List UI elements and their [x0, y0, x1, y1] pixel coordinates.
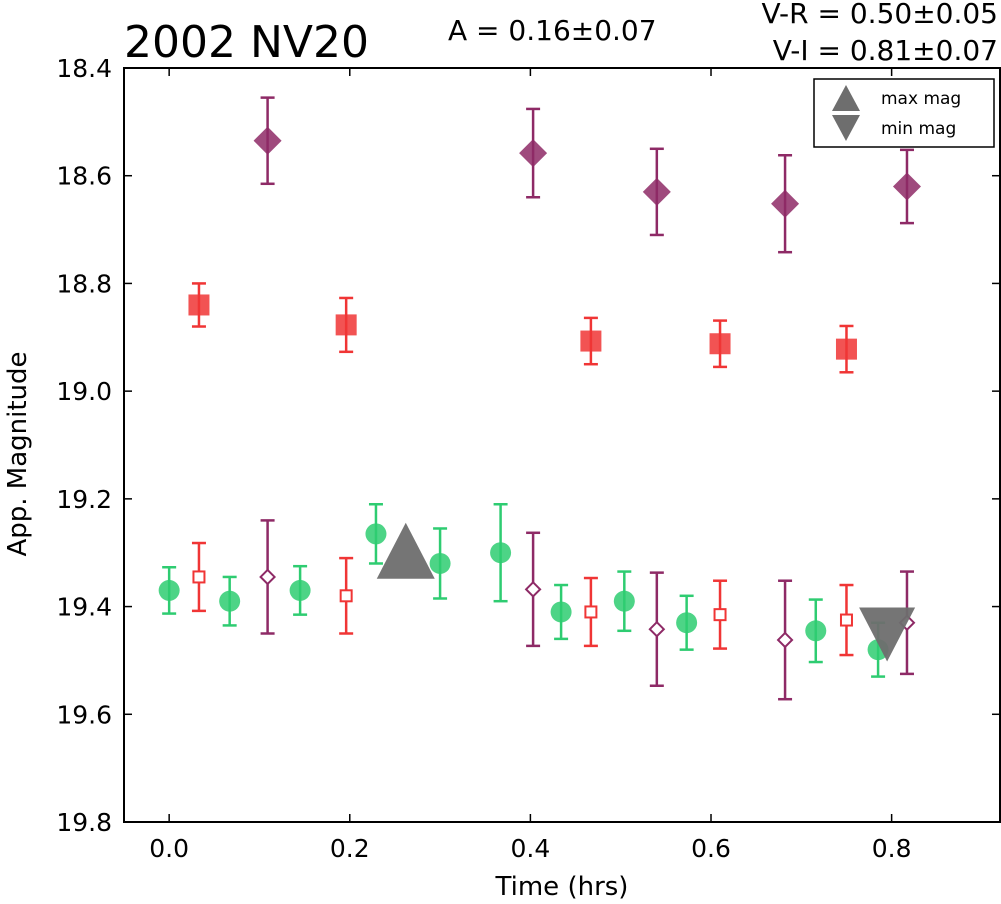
data-point-diamond	[642, 177, 671, 206]
max-mag-triangle-up-icon	[832, 85, 860, 111]
data-point-diamond	[771, 189, 800, 218]
data-point-circle	[676, 612, 698, 634]
y-tick-label: 19.8	[56, 808, 112, 837]
x-tick-label: 0.4	[511, 834, 551, 863]
data-point-square	[709, 333, 731, 355]
data-point-circle	[158, 579, 180, 601]
y-tick-label: 19.4	[56, 593, 112, 622]
legend-label-min-mag: min mag	[881, 119, 956, 139]
data-point-square	[835, 338, 857, 360]
data-point-square	[192, 570, 206, 584]
chart-title: 2002 NV20	[124, 17, 369, 68]
x-tick-label: 0.8	[872, 834, 912, 863]
data-marks	[158, 96, 921, 701]
data-point-circle	[805, 620, 827, 642]
data-point-square	[188, 294, 210, 316]
x-axis-label: Time (hrs)	[495, 872, 629, 902]
y-tick-label: 18.4	[56, 54, 112, 83]
data-point-circle	[429, 552, 451, 574]
y-axis-label: App. Magnitude	[3, 351, 33, 556]
max-mag-marker	[376, 522, 435, 579]
data-point-circle	[613, 590, 635, 612]
data-point-square	[580, 330, 602, 352]
data-point-diamond	[519, 139, 548, 168]
min-mag-triangle-down-icon	[832, 115, 860, 141]
y-tick-label: 18.6	[56, 162, 112, 191]
data-point-square	[584, 605, 598, 619]
plot-frame	[123, 67, 1001, 823]
axis-ticks: 0.0 0.2 0.4 0.6 0.8 18.4 18.6 18.8 19.0 19.2 19.4 1…	[56, 54, 1000, 863]
min-mag-marker	[859, 607, 916, 662]
v-i-annotation: V-I = 0.81±0.07	[773, 34, 998, 67]
data-point-circle	[490, 542, 512, 564]
legend-label-max-mag: max mag	[881, 89, 961, 109]
data-point-diamond	[524, 580, 542, 598]
x-tick-label: 0.0	[149, 834, 189, 863]
data-point-circle	[365, 523, 387, 545]
v-r-annotation: V-R = 0.50±0.05	[762, 0, 998, 30]
amplitude-annotation: A = 0.16±0.07	[448, 14, 657, 47]
y-tick-label: 19.6	[56, 700, 112, 729]
data-point-circle	[550, 601, 572, 623]
data-point-square	[335, 314, 357, 336]
y-tick-label: 19.0	[56, 377, 112, 406]
data-point-diamond	[259, 568, 277, 586]
x-tick-label: 0.6	[691, 834, 731, 863]
data-point-circle	[289, 579, 311, 601]
data-point-diamond	[776, 631, 794, 649]
y-tick-label: 19.2	[56, 485, 112, 514]
y-tick-label: 18.8	[56, 269, 112, 298]
data-point-square	[839, 613, 853, 627]
legend: max mag min mag	[813, 78, 995, 148]
data-point-diamond	[892, 172, 921, 201]
data-point-diamond	[253, 126, 282, 155]
data-point-circle	[219, 590, 241, 612]
data-point-diamond	[648, 620, 666, 638]
data-point-square	[713, 608, 727, 622]
data-point-square	[339, 589, 353, 603]
x-tick-label: 0.2	[330, 834, 370, 863]
